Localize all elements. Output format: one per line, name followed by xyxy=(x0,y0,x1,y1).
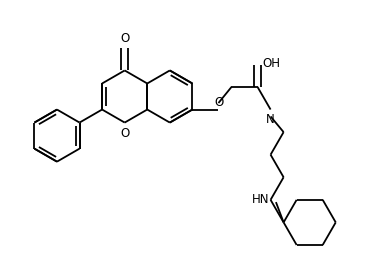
Text: N: N xyxy=(266,113,274,125)
Text: O: O xyxy=(215,96,224,109)
Text: OH: OH xyxy=(262,57,280,70)
Text: O: O xyxy=(120,32,129,45)
Text: O: O xyxy=(121,127,130,140)
Text: HN: HN xyxy=(251,193,269,206)
